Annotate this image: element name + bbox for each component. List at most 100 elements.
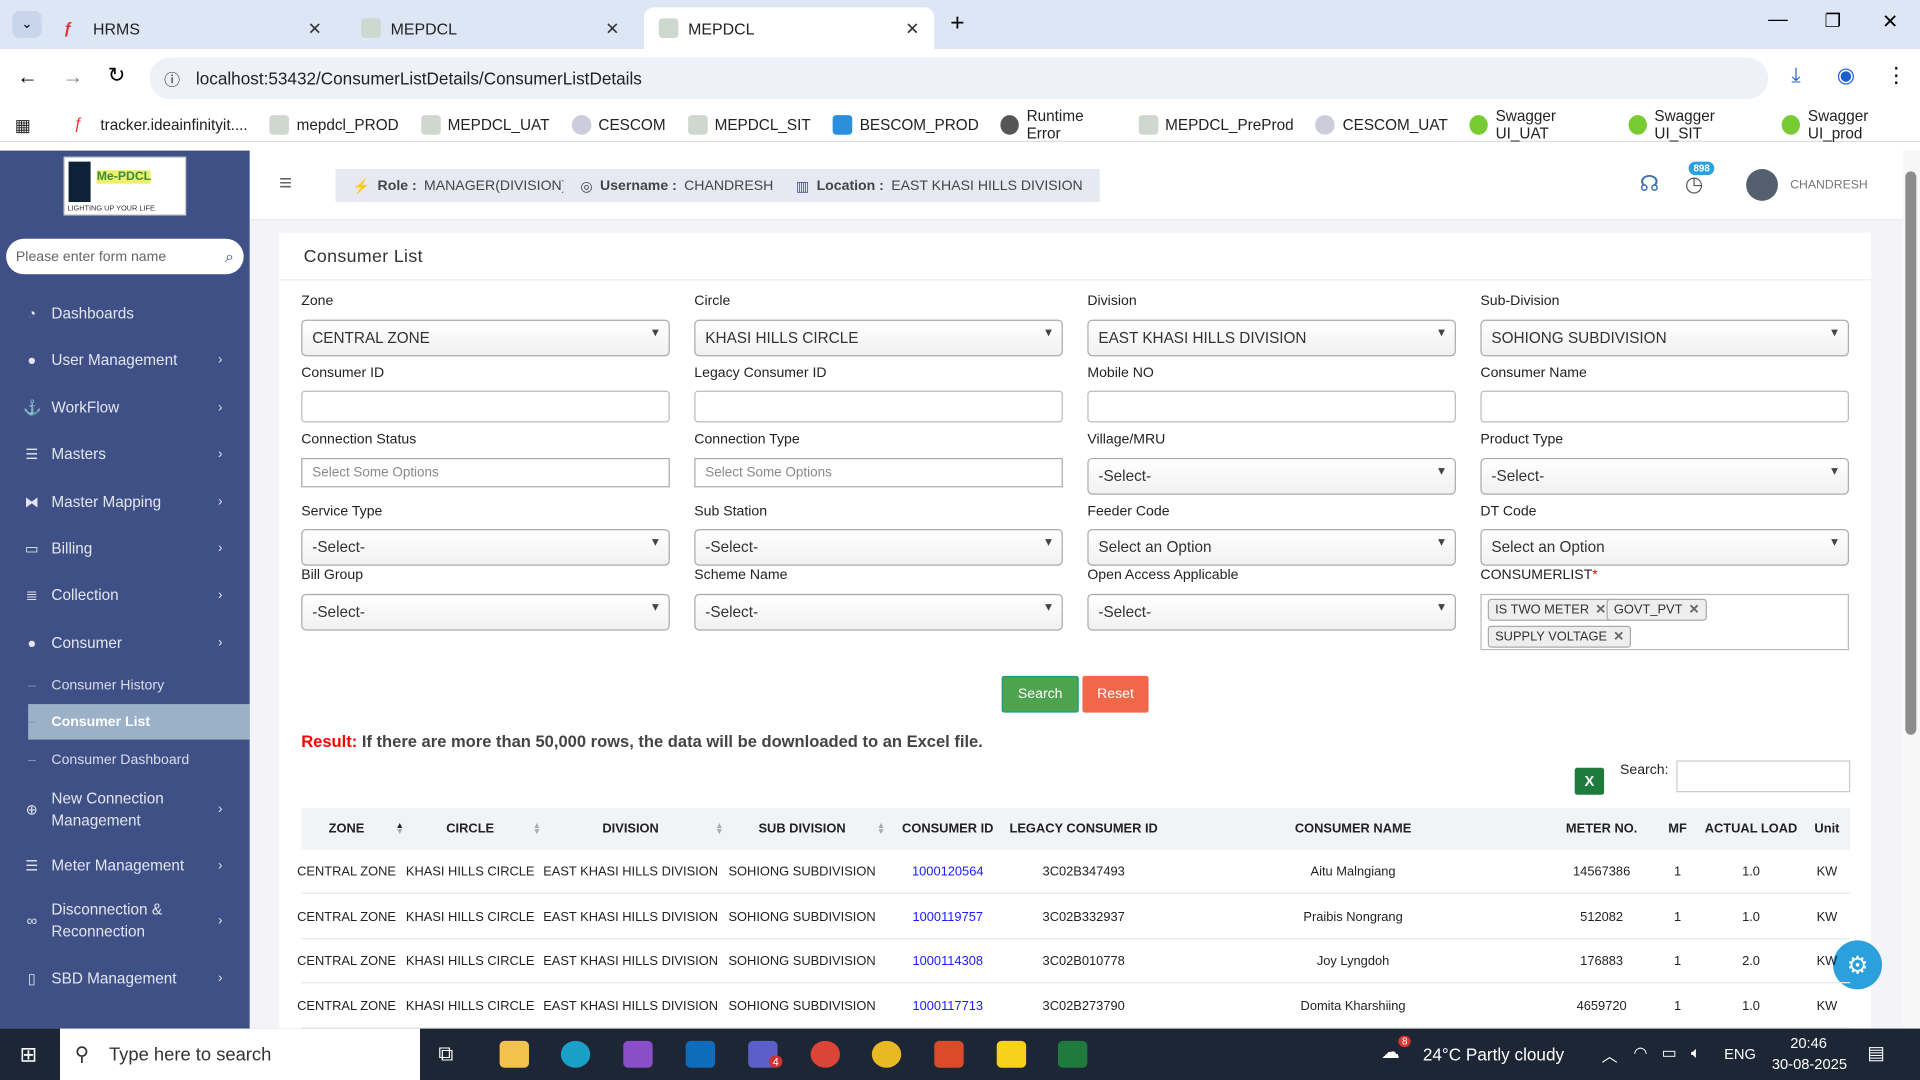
security-app-icon[interactable] xyxy=(934,1040,964,1068)
sidebar-item-master-mapping[interactable]: ⧓ Master Mapping › xyxy=(0,491,250,513)
outlook-icon[interactable] xyxy=(685,1040,716,1068)
bill-group-select[interactable]: -Select- xyxy=(301,593,670,631)
sidebar-item-dashboards[interactable]: ◔ Dashboards xyxy=(0,302,250,324)
consumer-id-link[interactable]: 1000119757 xyxy=(912,909,984,924)
sticky-notes-icon[interactable] xyxy=(996,1040,1027,1068)
division-select[interactable]: EAST KHASI HILLS DIVISION xyxy=(1087,319,1456,357)
tab-mepdcl[interactable]: MEPDCL ✕ xyxy=(347,7,635,49)
bookmark[interactable]: Swagger UI_UAT xyxy=(1469,107,1607,141)
minimize-button[interactable]: — xyxy=(1768,9,1788,31)
bookmark[interactable]: MEPDCL_UAT xyxy=(420,114,549,135)
battery-icon[interactable]: ▭ xyxy=(1661,1043,1677,1062)
bookmark[interactable]: mepdcl_PROD xyxy=(269,114,399,135)
visual-studio-icon[interactable] xyxy=(623,1040,653,1068)
tab-mepdcl-active[interactable]: MEPDCL ✕ xyxy=(644,7,935,49)
url-field[interactable]: ⓘ localhost:53432/ConsumerListDetails/Con… xyxy=(149,57,1769,100)
sidebar-item-meter-management[interactable]: ☰ Meter Management › xyxy=(0,855,250,877)
remove-tag-icon[interactable]: ✕ xyxy=(1595,602,1607,618)
chrome-icon[interactable] xyxy=(810,1040,841,1068)
bookmark[interactable]: Swagger UI_SIT xyxy=(1628,107,1760,141)
product-select[interactable]: -Select- xyxy=(1480,457,1849,495)
forward-button[interactable]: → xyxy=(62,64,84,89)
feeder-select[interactable]: Select an Option xyxy=(1087,528,1456,566)
taskbar-search[interactable]: ⚲ Type here to search xyxy=(60,1028,421,1080)
column-header-division[interactable]: DIVISION xyxy=(602,821,659,837)
header-username[interactable]: CHANDRESH xyxy=(1790,178,1868,193)
consumer-id-input[interactable] xyxy=(301,390,670,423)
excel-export-icon[interactable]: X xyxy=(1574,767,1605,795)
app-icon[interactable] xyxy=(871,1040,902,1068)
consumer-id-link[interactable]: 1000117713 xyxy=(912,998,984,1014)
remove-tag-icon[interactable]: ✕ xyxy=(1613,629,1624,645)
support-agent-icon[interactable]: ☊ xyxy=(1639,171,1660,196)
sort-icon[interactable]: ▲ ▼ xyxy=(395,821,405,837)
subdivision-select[interactable]: SOHIONG SUBDIVISION xyxy=(1480,319,1849,357)
file-explorer-icon[interactable] xyxy=(499,1040,529,1068)
settings-gear-button[interactable]: ⚙ xyxy=(1833,940,1883,990)
reset-button[interactable]: Reset xyxy=(1082,675,1149,713)
conn-type-multiselect[interactable]: Select Some Options xyxy=(694,457,1063,488)
close-icon[interactable]: ✕ xyxy=(307,17,323,38)
reload-button[interactable]: ↻ xyxy=(107,63,126,87)
task-view-icon[interactable]: ⧉ xyxy=(438,1042,454,1066)
circle-select[interactable]: KHASI HILLS CIRCLE xyxy=(694,319,1063,357)
sidebar-item-disconnection-reconnection[interactable]: ∞ Disconnection & Reconnection › xyxy=(0,899,250,943)
form-search-input[interactable]: Please enter form name ⌕ xyxy=(6,238,244,275)
bookmark[interactable]: CESCOM xyxy=(571,114,666,135)
sort-icon[interactable]: ▲ ▼ xyxy=(532,821,542,837)
sort-icon[interactable]: ▲ ▼ xyxy=(715,821,724,837)
consumer-id-link[interactable]: 1000120564 xyxy=(911,864,984,880)
mepdcl-logo[interactable]: Me-PDCL LIGHTING UP YOUR LIFE xyxy=(63,156,187,216)
excel-icon[interactable] xyxy=(1057,1040,1088,1068)
scheme-select[interactable]: -Select- xyxy=(694,593,1063,631)
menu-icon[interactable]: ⋮ xyxy=(1885,63,1907,87)
avatar[interactable] xyxy=(1746,168,1778,201)
scrollbar-thumb[interactable] xyxy=(1905,171,1917,735)
tab-hrms[interactable]: ƒ HRMS ✕ xyxy=(49,7,337,49)
sidebar-subitem-consumer-dashboard[interactable]: – Consumer Dashboard xyxy=(28,742,250,778)
language-indicator[interactable]: ENG xyxy=(1724,1045,1756,1063)
bookmark[interactable]: MEPDCL_PreProd xyxy=(1138,114,1294,135)
mobile-input[interactable] xyxy=(1087,390,1456,423)
column-header-circle[interactable]: CIRCLE xyxy=(446,821,495,837)
close-window-button[interactable]: ✕ xyxy=(1882,12,1899,34)
sidebar-item-billing[interactable]: ▭ Billing › xyxy=(0,538,250,560)
weather-text[interactable]: 24°C Partly cloudy xyxy=(1422,1044,1565,1065)
notifications-icon[interactable]: ▤ xyxy=(1867,1043,1885,1065)
open-access-select[interactable]: -Select- xyxy=(1087,593,1456,631)
substation-select[interactable]: -Select- xyxy=(694,528,1063,566)
hamburger-icon[interactable]: ≡ xyxy=(279,170,293,195)
conn-status-multiselect[interactable]: Select Some Options xyxy=(301,457,670,488)
bookmark[interactable]: BESCOM_PROD xyxy=(832,114,979,135)
sidebar-subitem-consumer-history[interactable]: – Consumer History xyxy=(28,667,250,703)
sort-icon[interactable]: ▲ ▼ xyxy=(876,821,886,837)
profile-icon[interactable]: ◉ xyxy=(1836,63,1855,87)
sidebar-item-user-management[interactable]: ● User Management › xyxy=(0,349,250,371)
restore-button[interactable]: ❐ xyxy=(1824,11,1841,32)
clock-date[interactable]: 30-08-2025 xyxy=(1771,1055,1848,1073)
bookmark[interactable]: ƒ tracker.ideainfinityit.... xyxy=(73,114,248,133)
windows-start-icon[interactable]: ⊞ xyxy=(19,1043,38,1067)
tab-search-button[interactable]: ⌄ xyxy=(12,11,42,38)
bookmark[interactable]: Runtime Error xyxy=(1000,107,1116,141)
bookmark[interactable]: MEPDCL_SIT xyxy=(687,114,811,135)
back-button[interactable]: ← xyxy=(17,64,38,89)
column-header-sub-division[interactable]: SUB DIVISION xyxy=(758,821,846,837)
dt-select[interactable]: Select an Option xyxy=(1480,528,1849,566)
village-select[interactable]: -Select- xyxy=(1087,457,1456,495)
zone-select[interactable]: CENTRAL ZONE xyxy=(301,319,670,357)
consumer-name-input[interactable] xyxy=(1480,390,1849,423)
remove-tag-icon[interactable]: ✕ xyxy=(1688,602,1700,618)
volume-icon[interactable]: 🔈︎ xyxy=(1691,1043,1701,1062)
search-icon[interactable]: ⌕ xyxy=(224,246,234,266)
column-header-zone[interactable]: ZONE xyxy=(328,821,365,837)
history-icon[interactable]: ◷ xyxy=(1684,172,1704,196)
sidebar-item-sbd-management[interactable]: ▯ SBD Management › xyxy=(0,967,250,989)
table-search-input[interactable] xyxy=(1676,760,1851,793)
close-icon[interactable]: ✕ xyxy=(905,17,920,38)
sidebar-item-new-connection-management[interactable]: ⊕ New Connection Management › xyxy=(0,787,250,831)
consumer-id-link[interactable]: 1000114308 xyxy=(912,953,984,969)
sidebar-subitem-consumer-list[interactable]: – Consumer List xyxy=(28,704,250,740)
apps-icon[interactable]: ▦ xyxy=(14,115,31,135)
service-select[interactable]: -Select- xyxy=(301,528,670,566)
